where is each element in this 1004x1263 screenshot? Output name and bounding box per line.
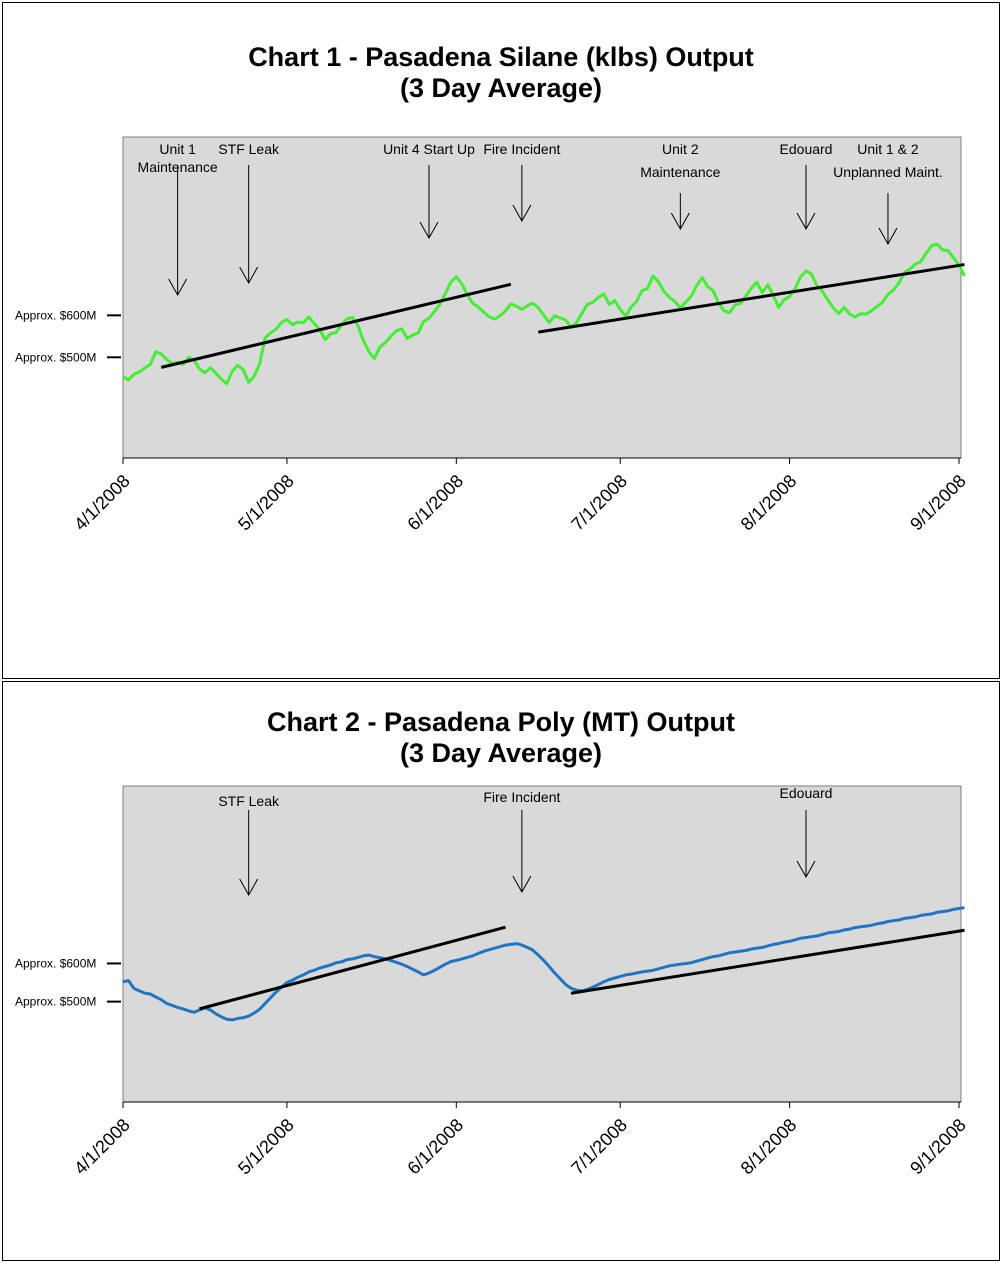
y-reference-label: Approx. $600M xyxy=(15,956,96,970)
x-tick-label: 8/1/2008 xyxy=(737,471,801,535)
chart-1-title-line-1: Chart 1 - Pasadena Silane (klbs) Output xyxy=(248,42,754,72)
plot-area xyxy=(122,785,962,1103)
annotation-arrowhead xyxy=(670,212,690,231)
chart-2-panel: Chart 2 - Pasadena Poly (MT) Output (3 D… xyxy=(2,681,1000,1261)
trend-line xyxy=(570,928,965,995)
chart-2-title-line-1: Chart 2 - Pasadena Poly (MT) Output xyxy=(266,707,736,737)
chart-1-plot: 4/1/2008 5/1/2008 6/1/2008 7/1/2008 8/1/2008… xyxy=(15,136,970,535)
annotation-label: Fire Incident xyxy=(483,789,560,805)
annotation-label: Fire Incident xyxy=(483,141,560,157)
annotation-label: Unit 4 Start Up xyxy=(383,141,475,157)
x-tick-label: 6/1/2008 xyxy=(403,471,467,535)
annotation-label: Edouard xyxy=(780,785,833,801)
annotation-arrowhead xyxy=(239,266,259,285)
x-tick-label: 7/1/2008 xyxy=(567,471,631,535)
annotation-arrowhead xyxy=(512,204,532,223)
annotation-arrowhead xyxy=(796,860,816,879)
trend-line xyxy=(199,925,506,1011)
trend-line xyxy=(538,263,965,334)
annotation-arrowhead xyxy=(796,212,816,231)
x-tick-label: 6/1/2008 xyxy=(403,1115,467,1179)
annotation-label: Unit 2 xyxy=(662,141,699,157)
x-tick-label: 5/1/2008 xyxy=(234,471,298,535)
x-tick-label: 4/1/2008 xyxy=(70,1115,134,1179)
x-tick-label: 9/1/2008 xyxy=(906,1115,970,1179)
annotation-arrowhead xyxy=(512,875,532,894)
annotation-arrowhead xyxy=(878,227,898,246)
chart-2-title-line-2: (3 Day Average) xyxy=(399,738,603,768)
chart-1-title: Chart 1 - Pasadena Silane (klbs) Output … xyxy=(3,42,999,104)
x-tick-label: 8/1/2008 xyxy=(737,1115,801,1179)
annotation-label: Unit 1 & 2 xyxy=(857,141,919,157)
trend-line xyxy=(160,282,512,369)
x-tick-label: 7/1/2008 xyxy=(567,1115,631,1179)
annotation-label: Unit 1 xyxy=(159,141,196,157)
annotation-arrowhead xyxy=(239,878,259,897)
annotation-label: STF Leak xyxy=(218,141,280,157)
y-reference-label: Approx. $500M xyxy=(15,350,96,364)
chart-1-panel: Chart 1 - Pasadena Silane (klbs) Output … xyxy=(2,2,1000,679)
x-tick-label: 9/1/2008 xyxy=(906,471,970,535)
plot-area xyxy=(122,136,962,459)
annotation-label: Unplanned Maint. xyxy=(833,164,943,180)
annotation-label: Edouard xyxy=(780,141,833,157)
series-line xyxy=(122,242,966,386)
series-line xyxy=(122,906,965,1022)
annotation-arrowhead xyxy=(168,278,188,297)
x-tick-label: 5/1/2008 xyxy=(234,1115,298,1179)
x-tick-label: 4/1/2008 xyxy=(70,471,134,535)
chart-2-plot: 4/1/2008 5/1/2008 6/1/2008 7/1/2008 8/1/2008… xyxy=(15,785,970,1179)
annotation-label: STF Leak xyxy=(218,793,280,809)
chart-2-title: Chart 2 - Pasadena Poly (MT) Output (3 D… xyxy=(3,707,999,769)
annotation-label: Maintenance xyxy=(640,164,720,180)
y-reference-label: Approx. $600M xyxy=(15,308,96,322)
chart-1-title-line-2: (3 Day Average) xyxy=(399,73,603,103)
annotation-arrowhead xyxy=(419,221,439,240)
y-reference-label: Approx. $500M xyxy=(15,995,96,1009)
